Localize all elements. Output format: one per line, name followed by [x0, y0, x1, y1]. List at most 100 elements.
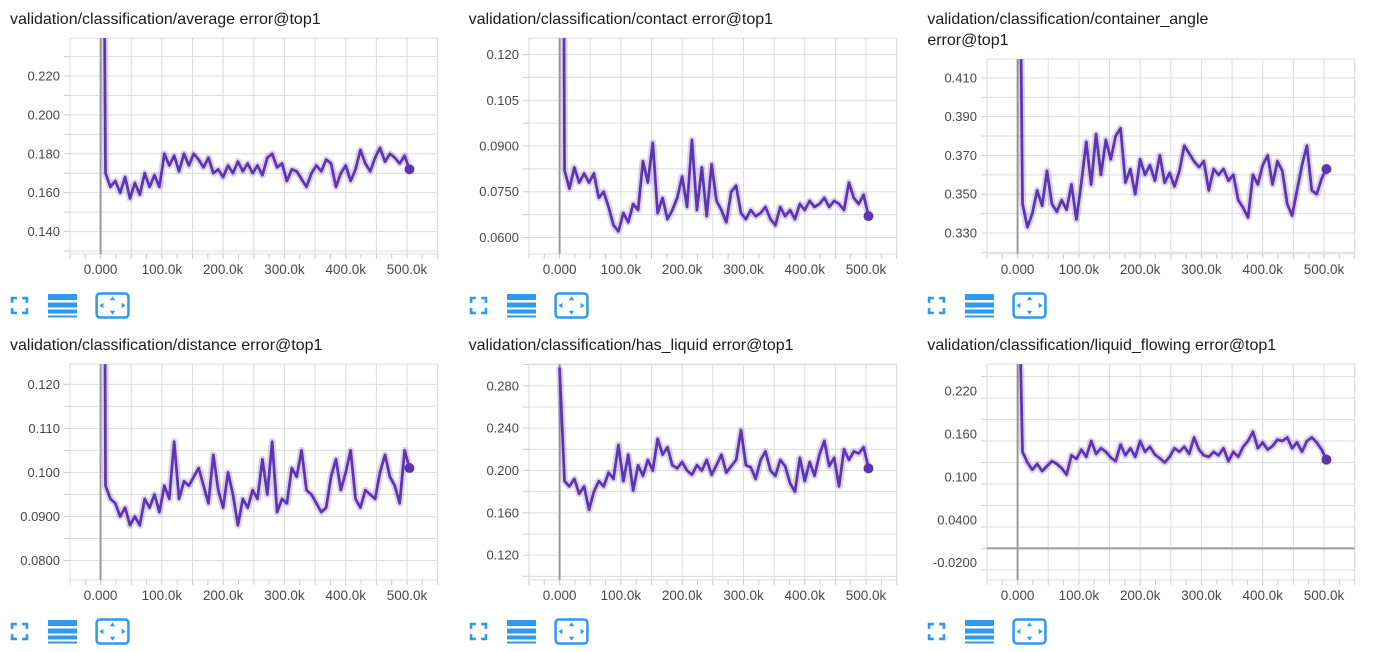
log-scale-button[interactable] [965, 293, 995, 318]
svg-text:0.120: 0.120 [27, 377, 60, 392]
log-scale-icon [48, 293, 77, 318]
svg-text:0.000: 0.000 [1001, 262, 1035, 277]
svg-text:0.0600: 0.0600 [479, 230, 519, 245]
chart-title: validation/classification/distance error… [10, 337, 323, 354]
chart-canvas[interactable]: 0.000 100.0k 200.0k 300.0k 400.0k 500.0k 0.330… [917, 53, 1376, 284]
svg-text:200.0k: 200.0k [1120, 262, 1161, 277]
fit-domain-icon [95, 291, 130, 319]
svg-text:0.100: 0.100 [27, 465, 60, 480]
svg-text:0.390: 0.390 [945, 109, 978, 124]
chart-title: validation/classification/container_angl… [927, 11, 1209, 49]
log-scale-icon [506, 293, 536, 318]
chart-plot[interactable]: 0.000 100.0k 200.0k 300.0k 400.0k 500.0k 0.120… [459, 358, 918, 610]
svg-text:0.0400: 0.0400 [938, 512, 978, 527]
chart-title: validation/classification/liquid_flowing… [927, 337, 1277, 354]
chart-canvas[interactable]: 0.000 100.0k 200.0k 300.0k 400.0k 500.0k 0.140… [0, 32, 459, 284]
chart-card-liquid-flowing-error: validation/classification/liquid_flowing… [917, 326, 1376, 652]
log-scale-icon [506, 619, 536, 644]
chart-toolbar [917, 610, 1376, 652]
svg-text:0.180: 0.180 [27, 146, 60, 161]
svg-text:400.0k: 400.0k [784, 262, 825, 277]
svg-text:300.0k: 300.0k [264, 262, 305, 277]
svg-text:500.0k: 500.0k [845, 262, 886, 277]
fullscreen-icon [468, 295, 489, 316]
svg-text:300.0k: 300.0k [264, 588, 305, 603]
svg-text:300.0k: 300.0k [723, 588, 764, 603]
svg-text:100.0k: 100.0k [600, 588, 641, 603]
svg-text:0.0800: 0.0800 [20, 553, 60, 568]
expand-chart-button[interactable] [9, 295, 30, 316]
chart-card-has-liquid-error: validation/classification/has_liquid err… [458, 326, 918, 652]
expand-chart-button[interactable] [468, 621, 489, 642]
chart-card-container-angle-error: validation/classification/container_angl… [917, 0, 1376, 326]
svg-text:0.140: 0.140 [27, 224, 60, 239]
svg-text:0.120: 0.120 [486, 548, 519, 563]
chart-title: validation/classification/has_liquid err… [468, 337, 794, 354]
chart-plot[interactable]: 0.000 100.0k 200.0k 300.0k 400.0k 500.0k 0.330… [917, 53, 1376, 284]
chart-plot[interactable]: 0.000 100.0k 200.0k 300.0k 400.0k 500.0k 0.060… [459, 32, 918, 284]
log-scale-button[interactable] [506, 293, 536, 318]
fullscreen-icon [468, 621, 489, 642]
svg-text:0.160: 0.160 [945, 426, 978, 441]
fit-domain-button[interactable] [1012, 291, 1047, 319]
fit-domain-button[interactable] [553, 291, 589, 319]
svg-text:0.0900: 0.0900 [20, 509, 60, 524]
svg-text:0.220: 0.220 [945, 383, 978, 398]
svg-text:0.000: 0.000 [84, 262, 118, 277]
chart-card-distance-error: validation/classification/distance error… [0, 326, 459, 652]
fit-domain-button[interactable] [553, 617, 589, 645]
svg-text:0.280: 0.280 [486, 378, 519, 393]
svg-text:0.330: 0.330 [945, 225, 978, 240]
svg-text:400.0k: 400.0k [326, 262, 367, 277]
svg-text:100.0k: 100.0k [142, 262, 183, 277]
svg-text:0.0750: 0.0750 [479, 184, 519, 199]
expand-chart-button[interactable] [926, 295, 947, 316]
svg-text:0.160: 0.160 [27, 185, 60, 200]
svg-text:100.0k: 100.0k [600, 262, 641, 277]
chart-canvas[interactable]: 0.000 100.0k 200.0k 300.0k 400.0k 500.0k 0.060… [459, 32, 918, 284]
svg-text:0.0900: 0.0900 [479, 139, 519, 154]
chart-toolbar [0, 610, 459, 652]
log-scale-icon [965, 293, 995, 318]
chart-canvas[interactable]: 0.000 100.0k 200.0k 300.0k 400.0k 500.0k 0.080… [0, 358, 459, 610]
svg-text:0.350: 0.350 [945, 187, 978, 202]
svg-text:400.0k: 400.0k [326, 588, 367, 603]
fit-domain-button[interactable] [1012, 617, 1047, 645]
expand-chart-button[interactable] [926, 621, 947, 642]
svg-text:500.0k: 500.0k [387, 262, 428, 277]
fullscreen-icon [9, 621, 30, 642]
chart-plot[interactable]: 0.000 100.0k 200.0k 300.0k 400.0k 500.0k 0.080… [0, 358, 459, 610]
log-scale-icon [965, 619, 995, 644]
svg-text:400.0k: 400.0k [1243, 262, 1284, 277]
svg-text:100.0k: 100.0k [1059, 262, 1100, 277]
svg-text:400.0k: 400.0k [784, 588, 825, 603]
svg-text:0.200: 0.200 [27, 107, 60, 122]
log-scale-button[interactable] [506, 619, 536, 644]
chart-plot[interactable]: 0.000 100.0k 200.0k 300.0k 400.0k 500.0k 0.140… [0, 32, 459, 284]
chart-toolbar [917, 284, 1376, 326]
chart-toolbar [459, 610, 918, 652]
log-scale-button[interactable] [48, 293, 77, 318]
svg-text:0.105: 0.105 [486, 93, 519, 108]
expand-chart-button[interactable] [9, 621, 30, 642]
expand-chart-button[interactable] [468, 295, 489, 316]
svg-text:200.0k: 200.0k [203, 588, 244, 603]
chart-plot[interactable]: 0.000 100.0k 200.0k 300.0k 400.0k 500.0k -0.02… [917, 358, 1376, 610]
fit-domain-button[interactable] [95, 617, 130, 645]
fit-domain-icon [553, 291, 589, 319]
log-scale-button[interactable] [48, 619, 77, 644]
svg-text:0.000: 0.000 [542, 588, 576, 603]
chart-card-average-error: validation/classification/average error@… [0, 0, 459, 326]
svg-text:200.0k: 200.0k [1120, 588, 1161, 603]
svg-text:0.000: 0.000 [84, 588, 118, 603]
svg-text:0.110: 0.110 [28, 421, 60, 436]
chart-canvas[interactable]: 0.000 100.0k 200.0k 300.0k 400.0k 500.0k 0.120… [459, 358, 918, 610]
log-scale-button[interactable] [965, 619, 995, 644]
chart-canvas[interactable]: 0.000 100.0k 200.0k 300.0k 400.0k 500.0k -0.02… [917, 358, 1376, 610]
fit-domain-button[interactable] [95, 291, 130, 319]
svg-text:500.0k: 500.0k [1304, 588, 1345, 603]
svg-text:500.0k: 500.0k [1304, 262, 1345, 277]
chart-toolbar [459, 284, 918, 326]
svg-text:300.0k: 300.0k [1182, 262, 1223, 277]
